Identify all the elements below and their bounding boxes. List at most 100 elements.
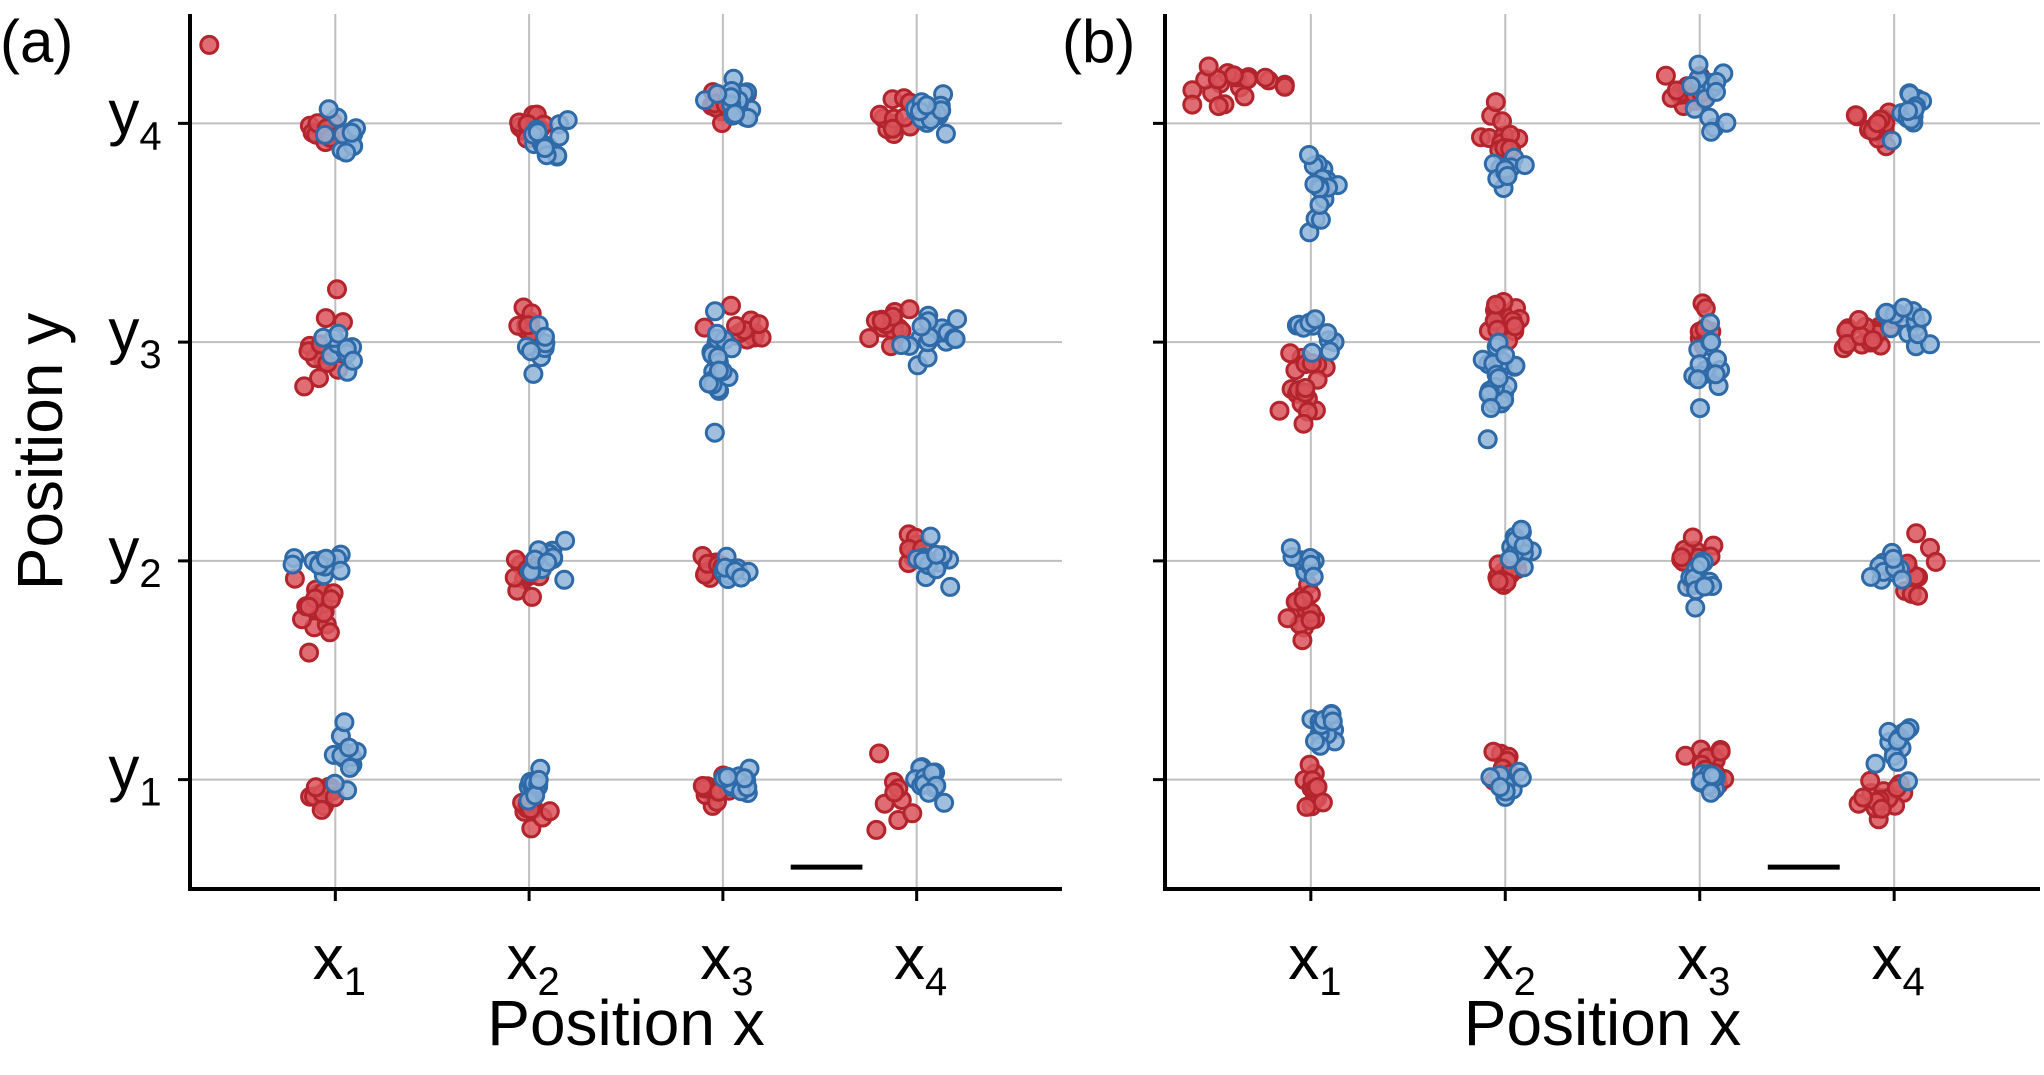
data-point: [1861, 566, 1881, 587]
data-point: [554, 569, 575, 590]
data-point: [1277, 608, 1298, 629]
data-point: [309, 368, 329, 389]
data-point: [871, 311, 892, 331]
data-point: [557, 110, 578, 131]
data-point: [522, 586, 542, 607]
x-axis-title: Position x: [487, 987, 764, 1059]
data-point: [298, 596, 319, 617]
data-point: [527, 122, 548, 143]
data-point: [1701, 332, 1722, 353]
data-point: [920, 526, 941, 547]
data-point: [902, 803, 923, 824]
data-point: [1862, 330, 1883, 350]
data-point: [1865, 753, 1886, 774]
data-point: [1688, 54, 1709, 75]
data-point: [721, 338, 742, 359]
data-point: [1853, 787, 1874, 808]
data-point: [1925, 551, 1946, 572]
y-tick-label: y4: [108, 78, 161, 158]
data-point: [707, 83, 728, 104]
series-blue: [1280, 54, 1940, 807]
data-point: [334, 712, 355, 733]
data-point: [1274, 76, 1295, 97]
data-point: [1705, 364, 1726, 385]
data-point: [1694, 576, 1715, 597]
data-point: [866, 819, 887, 840]
data-point: [1893, 297, 1914, 318]
data-point: [1682, 527, 1703, 548]
data-point: [698, 373, 719, 394]
data-point: [1304, 174, 1325, 195]
data-point: [1911, 307, 1932, 328]
data-point: [1898, 101, 1918, 121]
data-point: [1486, 294, 1506, 315]
data-point: [1488, 571, 1509, 592]
data-point: [343, 350, 363, 371]
x-tick-label: x3: [1677, 924, 1730, 1004]
data-point: [1488, 368, 1509, 389]
data-point: [748, 314, 769, 335]
data-point: [1269, 400, 1290, 421]
y-axis-title: Position y: [4, 313, 76, 590]
data-point: [1898, 771, 1918, 792]
data-point: [731, 567, 752, 588]
data-point: [918, 782, 939, 803]
data-point: [1681, 75, 1702, 96]
data-point: [1881, 130, 1902, 151]
data-point: [1701, 765, 1722, 786]
data-point: [311, 799, 332, 820]
data-point: [1322, 711, 1343, 732]
data-point: [1655, 65, 1676, 86]
data-point: [1511, 519, 1532, 540]
data-point: [1317, 323, 1338, 344]
x-tick-label: x1: [313, 924, 366, 1004]
data-point: [328, 323, 349, 344]
data-point: [1198, 56, 1219, 77]
data-point: [1208, 96, 1229, 117]
data-point: [1848, 310, 1869, 330]
data-point: [1312, 792, 1333, 813]
panel-label: (a): [0, 8, 73, 75]
data-point: [1690, 554, 1711, 575]
data-point: [884, 782, 905, 803]
y-tick-label: y2: [108, 516, 161, 596]
data-point: [1292, 630, 1313, 651]
y-tick-label: y3: [108, 297, 161, 377]
data-point: [1299, 754, 1320, 775]
x-tick-label: x1: [1288, 924, 1341, 1004]
data-point: [725, 103, 746, 124]
data-point: [1883, 548, 1904, 569]
data-point: [1504, 316, 1525, 337]
data-point: [734, 768, 755, 789]
data-point: [726, 316, 746, 336]
data-point: [1687, 369, 1708, 390]
data-point: [1295, 378, 1316, 398]
data-point: [1671, 547, 1692, 568]
data-point: [1499, 549, 1520, 570]
data-point: [1685, 597, 1706, 618]
data-point: [314, 124, 335, 145]
data-point: [1485, 92, 1506, 113]
data-point: [1305, 731, 1325, 752]
data-point: [704, 422, 725, 443]
data-point: [899, 299, 920, 320]
data-point: [1302, 342, 1322, 363]
data-point: [869, 743, 890, 764]
data-point: [705, 301, 725, 322]
data-point: [1514, 155, 1535, 176]
data-point: [1483, 741, 1504, 762]
data-point: [299, 642, 320, 663]
data-point: [721, 295, 741, 316]
data-point: [523, 363, 544, 384]
data-point: [521, 341, 541, 362]
data-point: [327, 279, 347, 300]
x-axis-title: Position x: [1464, 987, 1741, 1059]
data-point: [1280, 343, 1301, 364]
data-point: [947, 309, 968, 330]
data-point: [940, 576, 961, 597]
data-point: [926, 544, 947, 565]
data-point: [1716, 112, 1737, 133]
data-point: [324, 773, 345, 794]
data-point: [282, 554, 303, 575]
